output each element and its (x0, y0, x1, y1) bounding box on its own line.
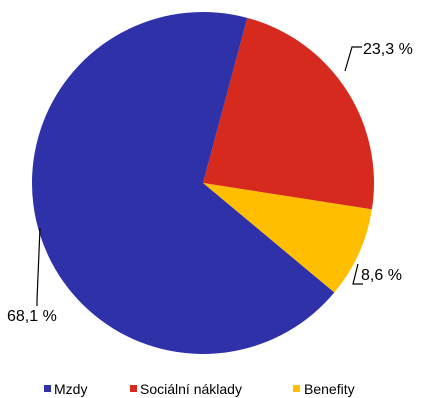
pie-slice-mzdy (31, 12, 335, 355)
legend-label-mzdy: Mzdy (54, 381, 87, 397)
leader-lines (36, 46, 363, 306)
legend: Mzdy Sociální náklady Benefity (44, 381, 355, 397)
data-label-sociální-náklady: 23,3 % (363, 41, 413, 58)
pie-slice-sociální-náklady (203, 17, 374, 210)
legend-swatch-mzdy (44, 385, 51, 392)
data-label-mzdy: 68,1 % (7, 308, 57, 325)
pie-slice-benefity (203, 183, 372, 293)
legend-label-benefity: Benefity (304, 381, 355, 397)
leader-line-mzdy (36, 227, 41, 306)
leader-line-benefity (352, 263, 363, 285)
pie-slices (31, 12, 374, 355)
data-labels: 23,3 % 8,6 % 68,1 % (7, 41, 413, 325)
leader-line-sociální-náklady (344, 46, 362, 72)
legend-swatch-benefity (293, 385, 300, 392)
legend-label-sociální-náklady: Sociální náklady (140, 381, 242, 397)
legend-swatch-sociální-náklady (130, 385, 137, 392)
data-label-benefity: 8,6 % (361, 267, 402, 284)
